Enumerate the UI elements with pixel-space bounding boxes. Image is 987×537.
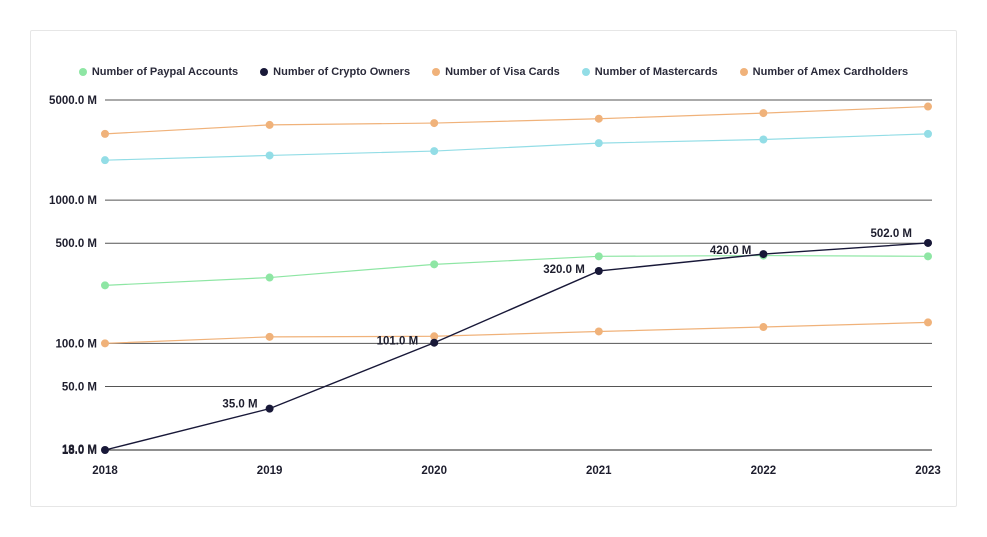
data-point[interactable] xyxy=(430,260,439,269)
data-point[interactable] xyxy=(430,338,439,347)
data-label: 320.0 M xyxy=(543,264,585,276)
data-label: 35.0 M xyxy=(222,399,257,411)
x-tick-label: 2023 xyxy=(915,465,941,477)
legend-item-3[interactable]: Number of Mastercards xyxy=(581,66,718,78)
data-point[interactable] xyxy=(924,129,932,138)
y-tick-label: 18.0 M xyxy=(62,445,97,457)
y-tick-label: 5000.0 M xyxy=(49,95,97,107)
data-label: 420.0 M xyxy=(710,245,752,257)
data-point[interactable] xyxy=(924,252,932,261)
data-point[interactable] xyxy=(759,250,768,259)
chart-legend: Number of Paypal Accounts Number of Crypt… xyxy=(0,66,987,78)
legend-dot xyxy=(432,68,441,76)
y-tick-label: 50.0 M xyxy=(62,381,97,393)
legend-dot xyxy=(581,68,590,76)
legend-label: Number of Visa Cards xyxy=(445,66,560,78)
data-point[interactable] xyxy=(924,238,932,247)
legend-item-0[interactable]: Number of Paypal Accounts xyxy=(78,66,239,78)
x-tick-label: 2022 xyxy=(751,465,777,477)
x-tick-label: 2018 xyxy=(92,465,118,477)
series-2 xyxy=(101,318,932,348)
legend-label: Number of Mastercards xyxy=(594,66,718,78)
data-point[interactable] xyxy=(759,135,768,144)
legend-dot xyxy=(78,68,87,76)
series-line xyxy=(104,254,929,286)
data-point[interactable] xyxy=(430,332,439,341)
series-line xyxy=(104,321,929,344)
series-1 xyxy=(101,238,932,454)
data-point[interactable] xyxy=(759,109,768,118)
y-tick-label: 100.0 M xyxy=(55,338,97,350)
data-point[interactable] xyxy=(101,339,109,348)
data-point[interactable] xyxy=(759,323,768,332)
data-point[interactable] xyxy=(265,120,274,129)
series-line xyxy=(104,242,929,451)
data-label: 18.0 M xyxy=(62,444,97,456)
legend-dot xyxy=(260,68,269,76)
data-label: 502.0 M xyxy=(870,228,912,240)
data-point[interactable] xyxy=(594,114,603,123)
legend-item-2[interactable]: Number of Visa Cards xyxy=(432,66,560,78)
series-0 xyxy=(101,251,932,290)
data-point[interactable] xyxy=(594,139,603,148)
data-point[interactable] xyxy=(430,147,439,156)
chart-card xyxy=(30,30,957,507)
legend-label: Number of Paypal Accounts xyxy=(91,66,239,78)
data-point[interactable] xyxy=(265,273,274,282)
data-point[interactable] xyxy=(265,404,274,413)
x-tick-label: 2021 xyxy=(586,465,612,477)
data-point[interactable] xyxy=(101,281,109,290)
series-4 xyxy=(101,102,932,138)
data-point[interactable] xyxy=(594,327,603,336)
data-point[interactable] xyxy=(265,332,274,341)
data-point[interactable] xyxy=(101,446,109,454)
x-tick-label: 2020 xyxy=(421,465,447,477)
data-point[interactable] xyxy=(101,129,109,138)
data-point[interactable] xyxy=(924,102,932,111)
legend-item-1[interactable]: Number of Crypto Owners xyxy=(260,66,410,78)
data-point[interactable] xyxy=(101,156,109,165)
legend-dot xyxy=(739,68,748,76)
legend-label: Number of Amex Cardholders xyxy=(752,66,909,78)
data-point[interactable] xyxy=(265,151,274,160)
data-point[interactable] xyxy=(594,252,603,261)
y-gridlines xyxy=(105,99,932,451)
data-label: 101.0 M xyxy=(377,336,419,348)
data-point[interactable] xyxy=(430,119,439,128)
legend-item-4[interactable]: Number of Amex Cardholders xyxy=(739,66,909,78)
data-point[interactable] xyxy=(924,318,932,327)
data-point[interactable] xyxy=(594,266,603,275)
y-tick-label: 1000.0 M xyxy=(49,195,97,207)
legend-label: Number of Crypto Owners xyxy=(273,66,411,78)
series-line xyxy=(104,105,929,135)
series-3 xyxy=(101,129,932,165)
y-tick-label: 500.0 M xyxy=(55,238,97,250)
x-tick-label: 2019 xyxy=(257,465,283,477)
series-line xyxy=(104,133,929,161)
